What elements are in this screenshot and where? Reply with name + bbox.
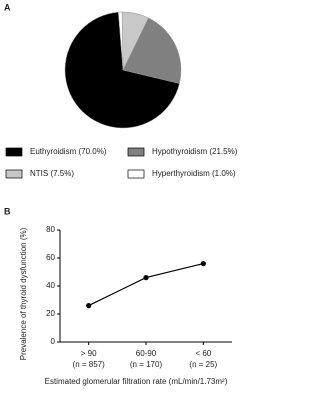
x-tick-sublabel: (n = 25) xyxy=(189,360,217,369)
y-tick-label: 20 xyxy=(46,309,55,318)
marker xyxy=(200,261,206,267)
legend-label: Hypothyroidism (21.5%) xyxy=(152,147,238,156)
panel-label: A xyxy=(4,2,11,12)
legend-swatch xyxy=(127,169,145,179)
marker xyxy=(86,303,92,309)
x-tick-label: > 90 xyxy=(81,349,97,358)
panel-label: B xyxy=(4,206,11,216)
y-tick-label: 40 xyxy=(46,281,55,290)
legend-label: Hyperthyroidism (1.0%) xyxy=(152,169,236,178)
x-tick-label: 60-90 xyxy=(136,349,157,358)
x-tick-sublabel: (n = 857) xyxy=(73,360,106,369)
pie-slice xyxy=(64,11,180,129)
y-tick-label: 0 xyxy=(51,337,56,346)
x-tick-sublabel: (n = 170) xyxy=(130,360,163,369)
x-tick-label: < 60 xyxy=(195,349,211,358)
x-axis-label: Estimated glomerular filtration rate (mL… xyxy=(45,377,228,386)
legend-label: NTIS (7.5%) xyxy=(30,169,74,178)
y-axis-label: Prevalence of thyroid dysfunction (%) xyxy=(19,227,28,360)
figure: A B Euthyroidism (70.0%) Hypothyroidism (… xyxy=(4,2,238,386)
marker xyxy=(143,275,149,281)
legend-label: Euthyroidism (70.0%) xyxy=(30,147,107,156)
pie-slice xyxy=(122,17,182,84)
line xyxy=(88,263,204,307)
y-tick-label: 80 xyxy=(46,225,55,234)
y-tick-label: 60 xyxy=(46,253,55,262)
legend-swatch xyxy=(5,169,23,179)
legend-swatch xyxy=(5,147,23,157)
pie-slice xyxy=(118,11,124,71)
legend-swatch xyxy=(127,147,145,157)
